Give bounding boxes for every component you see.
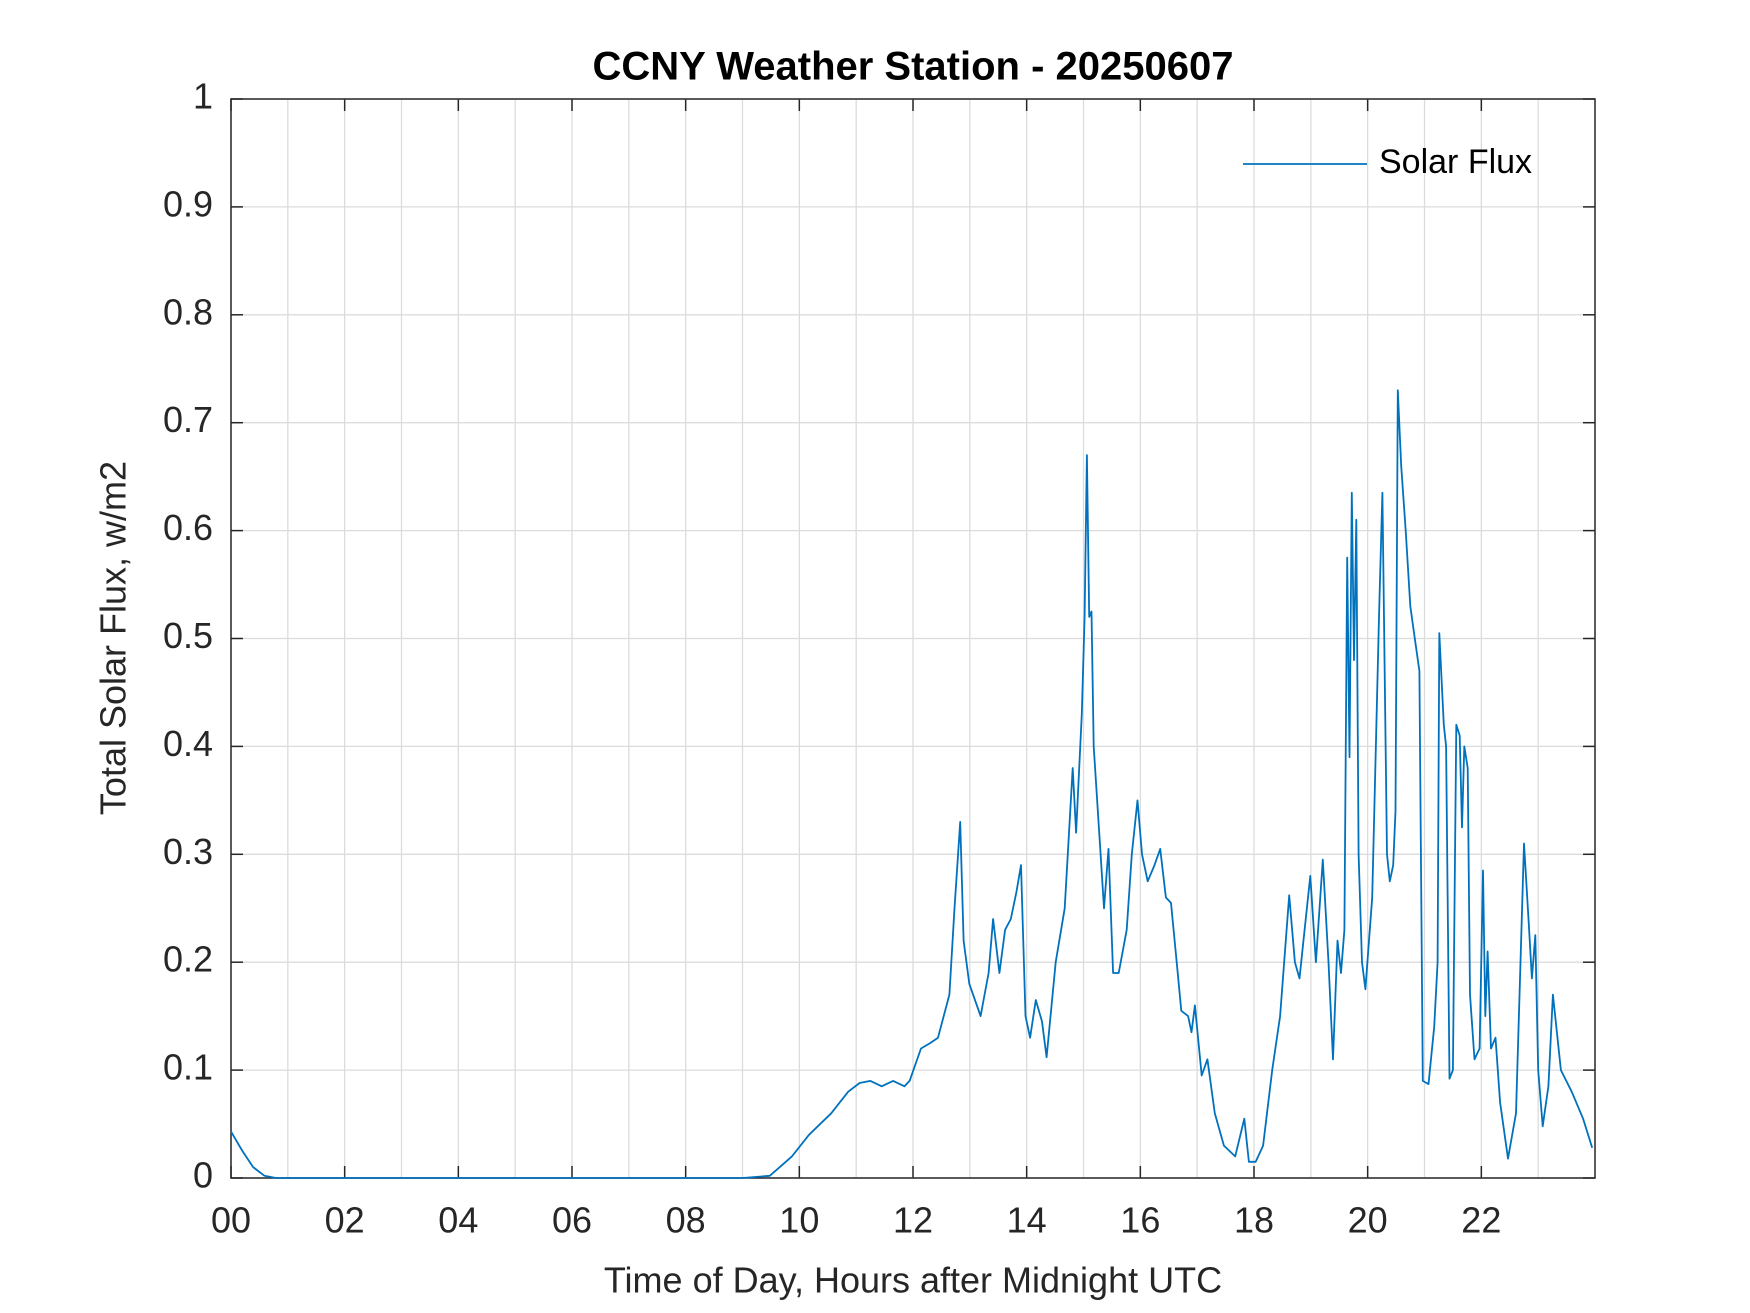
x-tick-label: 10 [779,1200,819,1241]
x-tick-label: 18 [1234,1200,1274,1241]
y-tick-label: 0.8 [163,291,213,332]
y-tick-label: 1 [193,76,213,117]
chart-title: CCNY Weather Station - 20250607 [593,45,1234,89]
y-tick-label: 0.5 [163,615,213,656]
y-axis-label: Total Solar Flux, w/m2 [93,461,134,815]
x-tick-label: 12 [893,1200,933,1241]
x-tick-label: 06 [552,1200,592,1241]
x-tick-label: 04 [438,1200,478,1241]
y-tick-label: 0.6 [163,507,213,548]
y-tick-label: 0.2 [163,939,213,980]
x-tick-label: 02 [325,1200,365,1241]
x-axis-label: Time of Day, Hours after Midnight UTC [604,1260,1222,1301]
x-tick-label: 00 [211,1200,251,1241]
x-tick-label: 08 [666,1200,706,1241]
y-tick-label: 0.7 [163,399,213,440]
y-tick-label: 0 [193,1155,213,1196]
plot-frame [230,98,1596,1179]
x-tick-label: 14 [1007,1200,1047,1241]
y-tick-label: 0.1 [163,1047,213,1088]
legend-label: Solar Flux [1379,143,1532,181]
data-line [230,389,1594,1179]
x-tick-label: 20 [1348,1200,1388,1241]
x-tick-label: 22 [1461,1200,1501,1241]
y-tick-label: 0.4 [163,723,213,764]
y-tick-label: 0.9 [163,183,213,224]
y-tick-label: 0.3 [163,831,213,872]
x-tick-label: 16 [1120,1200,1160,1241]
